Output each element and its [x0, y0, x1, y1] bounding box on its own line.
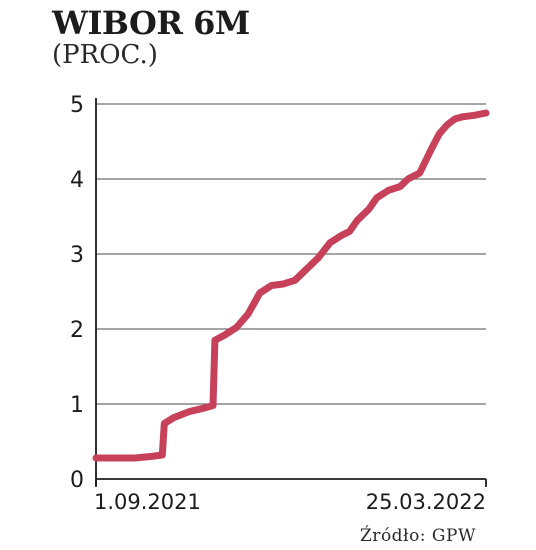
- grid-lines: [95, 98, 486, 485]
- y-axis-ticks: 0 1 2 3 4 5: [70, 93, 84, 493]
- series-layer: [92, 109, 490, 462]
- chart-title: WIBOR 6M: [52, 4, 250, 42]
- source-note: Źródło: GPW: [360, 526, 476, 546]
- chart-unit-subtitle: (PROC.): [52, 40, 158, 70]
- y-tick-label: 3: [70, 243, 84, 268]
- series-line-wibor-6m: [92, 109, 490, 462]
- x-tick-label: 25.03.2022: [366, 490, 486, 514]
- y-tick-label: 5: [70, 93, 84, 118]
- y-tick-label: 2: [70, 318, 84, 343]
- x-tick-label: 1.09.2021: [94, 490, 201, 514]
- y-tick-label: 1: [70, 393, 84, 418]
- y-tick-label: 4: [70, 168, 84, 193]
- y-tick-label: 0: [70, 468, 84, 493]
- x-axis-ticks: 1.09.2021 25.03.2022: [94, 479, 487, 514]
